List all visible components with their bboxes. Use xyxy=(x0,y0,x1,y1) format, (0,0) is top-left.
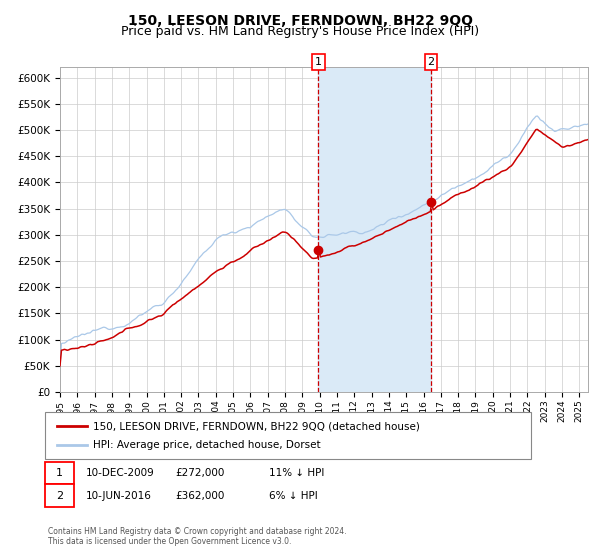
Text: Price paid vs. HM Land Registry's House Price Index (HPI): Price paid vs. HM Land Registry's House … xyxy=(121,25,479,38)
Text: Contains HM Land Registry data © Crown copyright and database right 2024.
This d: Contains HM Land Registry data © Crown c… xyxy=(48,526,347,546)
Text: 2: 2 xyxy=(56,491,63,501)
Text: 10-JUN-2016: 10-JUN-2016 xyxy=(86,491,152,501)
Text: 6% ↓ HPI: 6% ↓ HPI xyxy=(269,491,317,501)
Text: 1: 1 xyxy=(56,468,63,478)
Bar xyxy=(318,67,431,392)
Text: 150, LEESON DRIVE, FERNDOWN, BH22 9QQ (detached house): 150, LEESON DRIVE, FERNDOWN, BH22 9QQ (d… xyxy=(93,421,420,431)
Text: 10-DEC-2009: 10-DEC-2009 xyxy=(86,468,155,478)
Text: £272,000: £272,000 xyxy=(176,468,225,478)
Text: 2: 2 xyxy=(428,57,435,67)
Text: HPI: Average price, detached house, Dorset: HPI: Average price, detached house, Dors… xyxy=(93,440,320,450)
Text: £362,000: £362,000 xyxy=(176,491,225,501)
Text: 11% ↓ HPI: 11% ↓ HPI xyxy=(269,468,324,478)
Text: 150, LEESON DRIVE, FERNDOWN, BH22 9QQ: 150, LEESON DRIVE, FERNDOWN, BH22 9QQ xyxy=(128,14,473,28)
Text: 1: 1 xyxy=(315,57,322,67)
